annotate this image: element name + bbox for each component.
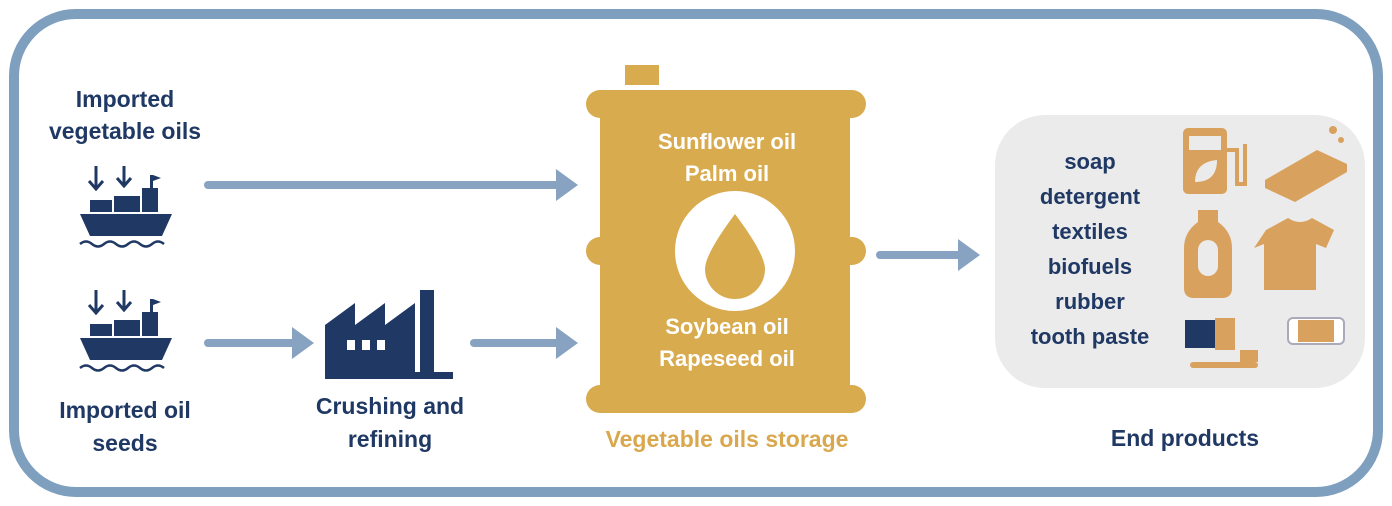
product: soap	[1064, 149, 1115, 174]
storage-label: Vegetable oils storage	[606, 426, 849, 452]
oil-label: Sunflower oil	[658, 129, 796, 154]
source-label: Imported oil	[59, 397, 191, 423]
process-label: Crushing and	[316, 393, 464, 419]
oil-label: Soybean oil	[665, 314, 788, 339]
product: rubber	[1055, 289, 1125, 314]
process-label: refining	[348, 426, 432, 452]
source-label: Imported	[76, 86, 174, 112]
product: detergent	[1040, 184, 1141, 209]
oil-label: Rapeseed oil	[659, 346, 795, 371]
source-label: seeds	[92, 430, 157, 456]
end-products-label: End products	[1111, 425, 1259, 451]
source-label: vegetable oils	[49, 118, 201, 144]
diagram: Imported vegetable oils Imported oil see…	[0, 0, 1392, 506]
oil-label: Palm oil	[685, 161, 769, 186]
product: biofuels	[1048, 254, 1132, 279]
product: textiles	[1052, 219, 1128, 244]
product: tooth paste	[1031, 324, 1150, 349]
